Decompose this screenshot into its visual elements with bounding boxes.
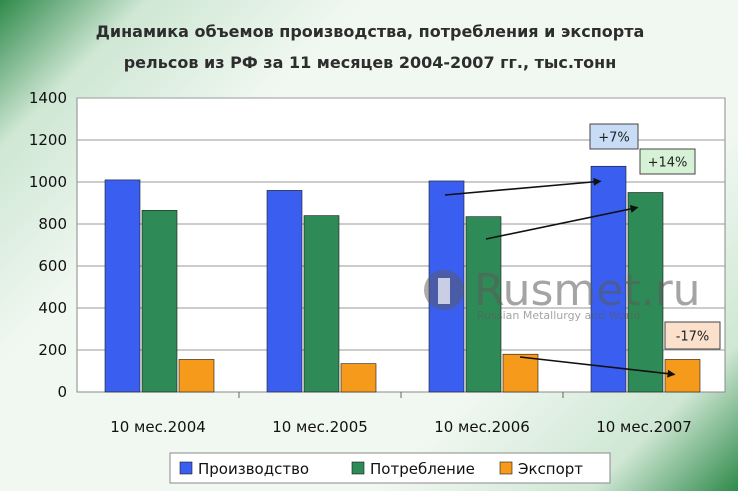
- annotation-box: [664, 321, 721, 350]
- bar: [664, 359, 701, 393]
- x-tick-label: 10 мес.2005: [272, 418, 368, 436]
- annotation-arrow: [519, 356, 676, 378]
- legend-swatch: [351, 461, 365, 475]
- annotation-arrows: [444, 177, 676, 378]
- legend-swatch: [499, 461, 513, 475]
- watermark-tagline: Russian Metallurgy and World: [477, 309, 640, 322]
- y-tick-label: 1400: [29, 89, 67, 107]
- annotations: +7% +14% -17%: [589, 123, 721, 350]
- watermark: Rusmet.ru Russian Metallurgy and World: [424, 265, 701, 322]
- x-tick-label: 10 мес.2007: [596, 418, 692, 436]
- y-tick-label: 200: [38, 341, 67, 359]
- bar: [340, 363, 377, 393]
- x-tick-label: 10 мес.2006: [434, 418, 530, 436]
- watermark-name: Rusmet.ru: [474, 265, 701, 316]
- bar: [303, 215, 340, 393]
- annotation-arrow: [485, 205, 639, 240]
- x-tick-label: 10 мес.2004: [110, 418, 206, 436]
- y-axis-ticks: 0 200 400 600 800 1000 1200 1400: [29, 89, 67, 401]
- y-tick-label: 1000: [29, 173, 67, 191]
- legend-label: Производство: [198, 460, 309, 478]
- annotation-box: [639, 148, 696, 175]
- annotation-label: -17%: [676, 330, 710, 345]
- legend-swatch: [179, 461, 193, 475]
- legend-label: Экспорт: [518, 460, 583, 478]
- annotation-label: +7%: [598, 131, 630, 146]
- bar: [178, 359, 215, 393]
- category-dividers: [238, 392, 564, 398]
- y-tick-label: 1200: [29, 131, 67, 149]
- y-tick-label: 400: [38, 299, 67, 317]
- bar: [465, 216, 502, 393]
- y-tick-label: 800: [38, 215, 67, 233]
- chart-title-line-1: Динамика объемов производства, потреблен…: [96, 22, 645, 41]
- x-axis-labels: 10 мес.2004 10 мес.2005 10 мес.2006 10 мес.…: [110, 418, 692, 436]
- bar: [627, 192, 664, 393]
- bar: [502, 353, 539, 393]
- legend-box: [169, 452, 611, 484]
- y-tick-label: 600: [38, 257, 67, 275]
- legend-label: Потребление: [370, 460, 475, 478]
- bar: [104, 179, 141, 393]
- bar: [141, 210, 178, 393]
- annotation-box: [589, 123, 639, 150]
- bar: [266, 190, 303, 393]
- annotation-label: +14%: [648, 156, 688, 171]
- chart-title-line-2: рельсов из РФ за 11 месяцев 2004-2007 гг…: [124, 53, 617, 72]
- annotation-arrow: [444, 177, 602, 196]
- bar: [590, 165, 627, 393]
- legend: Производство Потребление Экспорт: [169, 452, 611, 484]
- y-tick-label: 0: [57, 383, 67, 401]
